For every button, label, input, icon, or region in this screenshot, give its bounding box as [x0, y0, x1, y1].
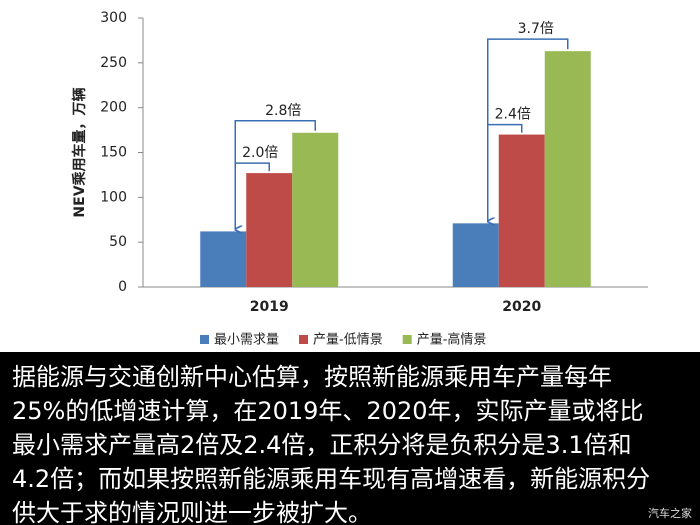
bar: [452, 223, 499, 287]
y-tick-label: 200: [100, 100, 127, 116]
caption-line: 据能源与交通创新中心估算，按照新能源乘用车产量每年: [12, 363, 612, 391]
legend-swatch: [402, 335, 412, 344]
watermark: 汽车之家: [648, 507, 692, 520]
legend-swatch: [200, 335, 209, 344]
x-tick-label: 2020: [502, 299, 541, 315]
x-tick-label: 2019: [250, 299, 289, 315]
y-tick-label: 50: [109, 234, 127, 250]
annotation: 2.4倍: [495, 107, 531, 123]
y-tick-label: 0: [118, 279, 127, 295]
caption-line: 最小需求产量高2倍及2.4倍，正积分将是负积分是3.1倍和: [12, 431, 632, 459]
y-axis-label: NEV乘用车量，万辆: [71, 87, 88, 217]
bar: [498, 134, 545, 287]
bar: [200, 231, 247, 287]
legend-label: 产量-高情景: [417, 332, 487, 348]
bar: [292, 132, 339, 287]
caption-line: 4.2倍；而如果按照新能源乘用车现有高增速看，新能源积分: [12, 465, 651, 493]
annotation: 2.0倍: [242, 145, 278, 161]
bar: [544, 51, 591, 287]
y-tick-label: 100: [100, 189, 127, 205]
bar: [246, 173, 293, 287]
y-tick-label: 250: [100, 55, 127, 71]
annotation-bracket: [235, 162, 270, 229]
legend-label: 产量-低情景: [313, 333, 383, 348]
annotation: 3.7倍: [518, 21, 554, 37]
y-tick-label: 150: [100, 145, 127, 161]
y-tick-label: 300: [100, 10, 127, 26]
annotation: 2.8倍: [265, 103, 301, 119]
annotation-bracket: [488, 123, 523, 222]
legend-label: 最小需求量: [214, 333, 279, 348]
caption-line: 供大于求的情况则进一步被扩大。: [12, 499, 372, 525]
chart: 0 50 100 150 200 250 300 NEV乘用车量，万辆 2019 2020 2.8倍…: [71, 10, 648, 348]
legend-swatch: [299, 335, 309, 344]
caption-line: 25%的低增速计算，在2019年、2020年，实际产量或将比: [12, 397, 644, 425]
caption-box: 据能源与交通创新中心估算，按照新能源乘用车产量每年 25%的低增速计算，在2019…: [0, 352, 700, 525]
